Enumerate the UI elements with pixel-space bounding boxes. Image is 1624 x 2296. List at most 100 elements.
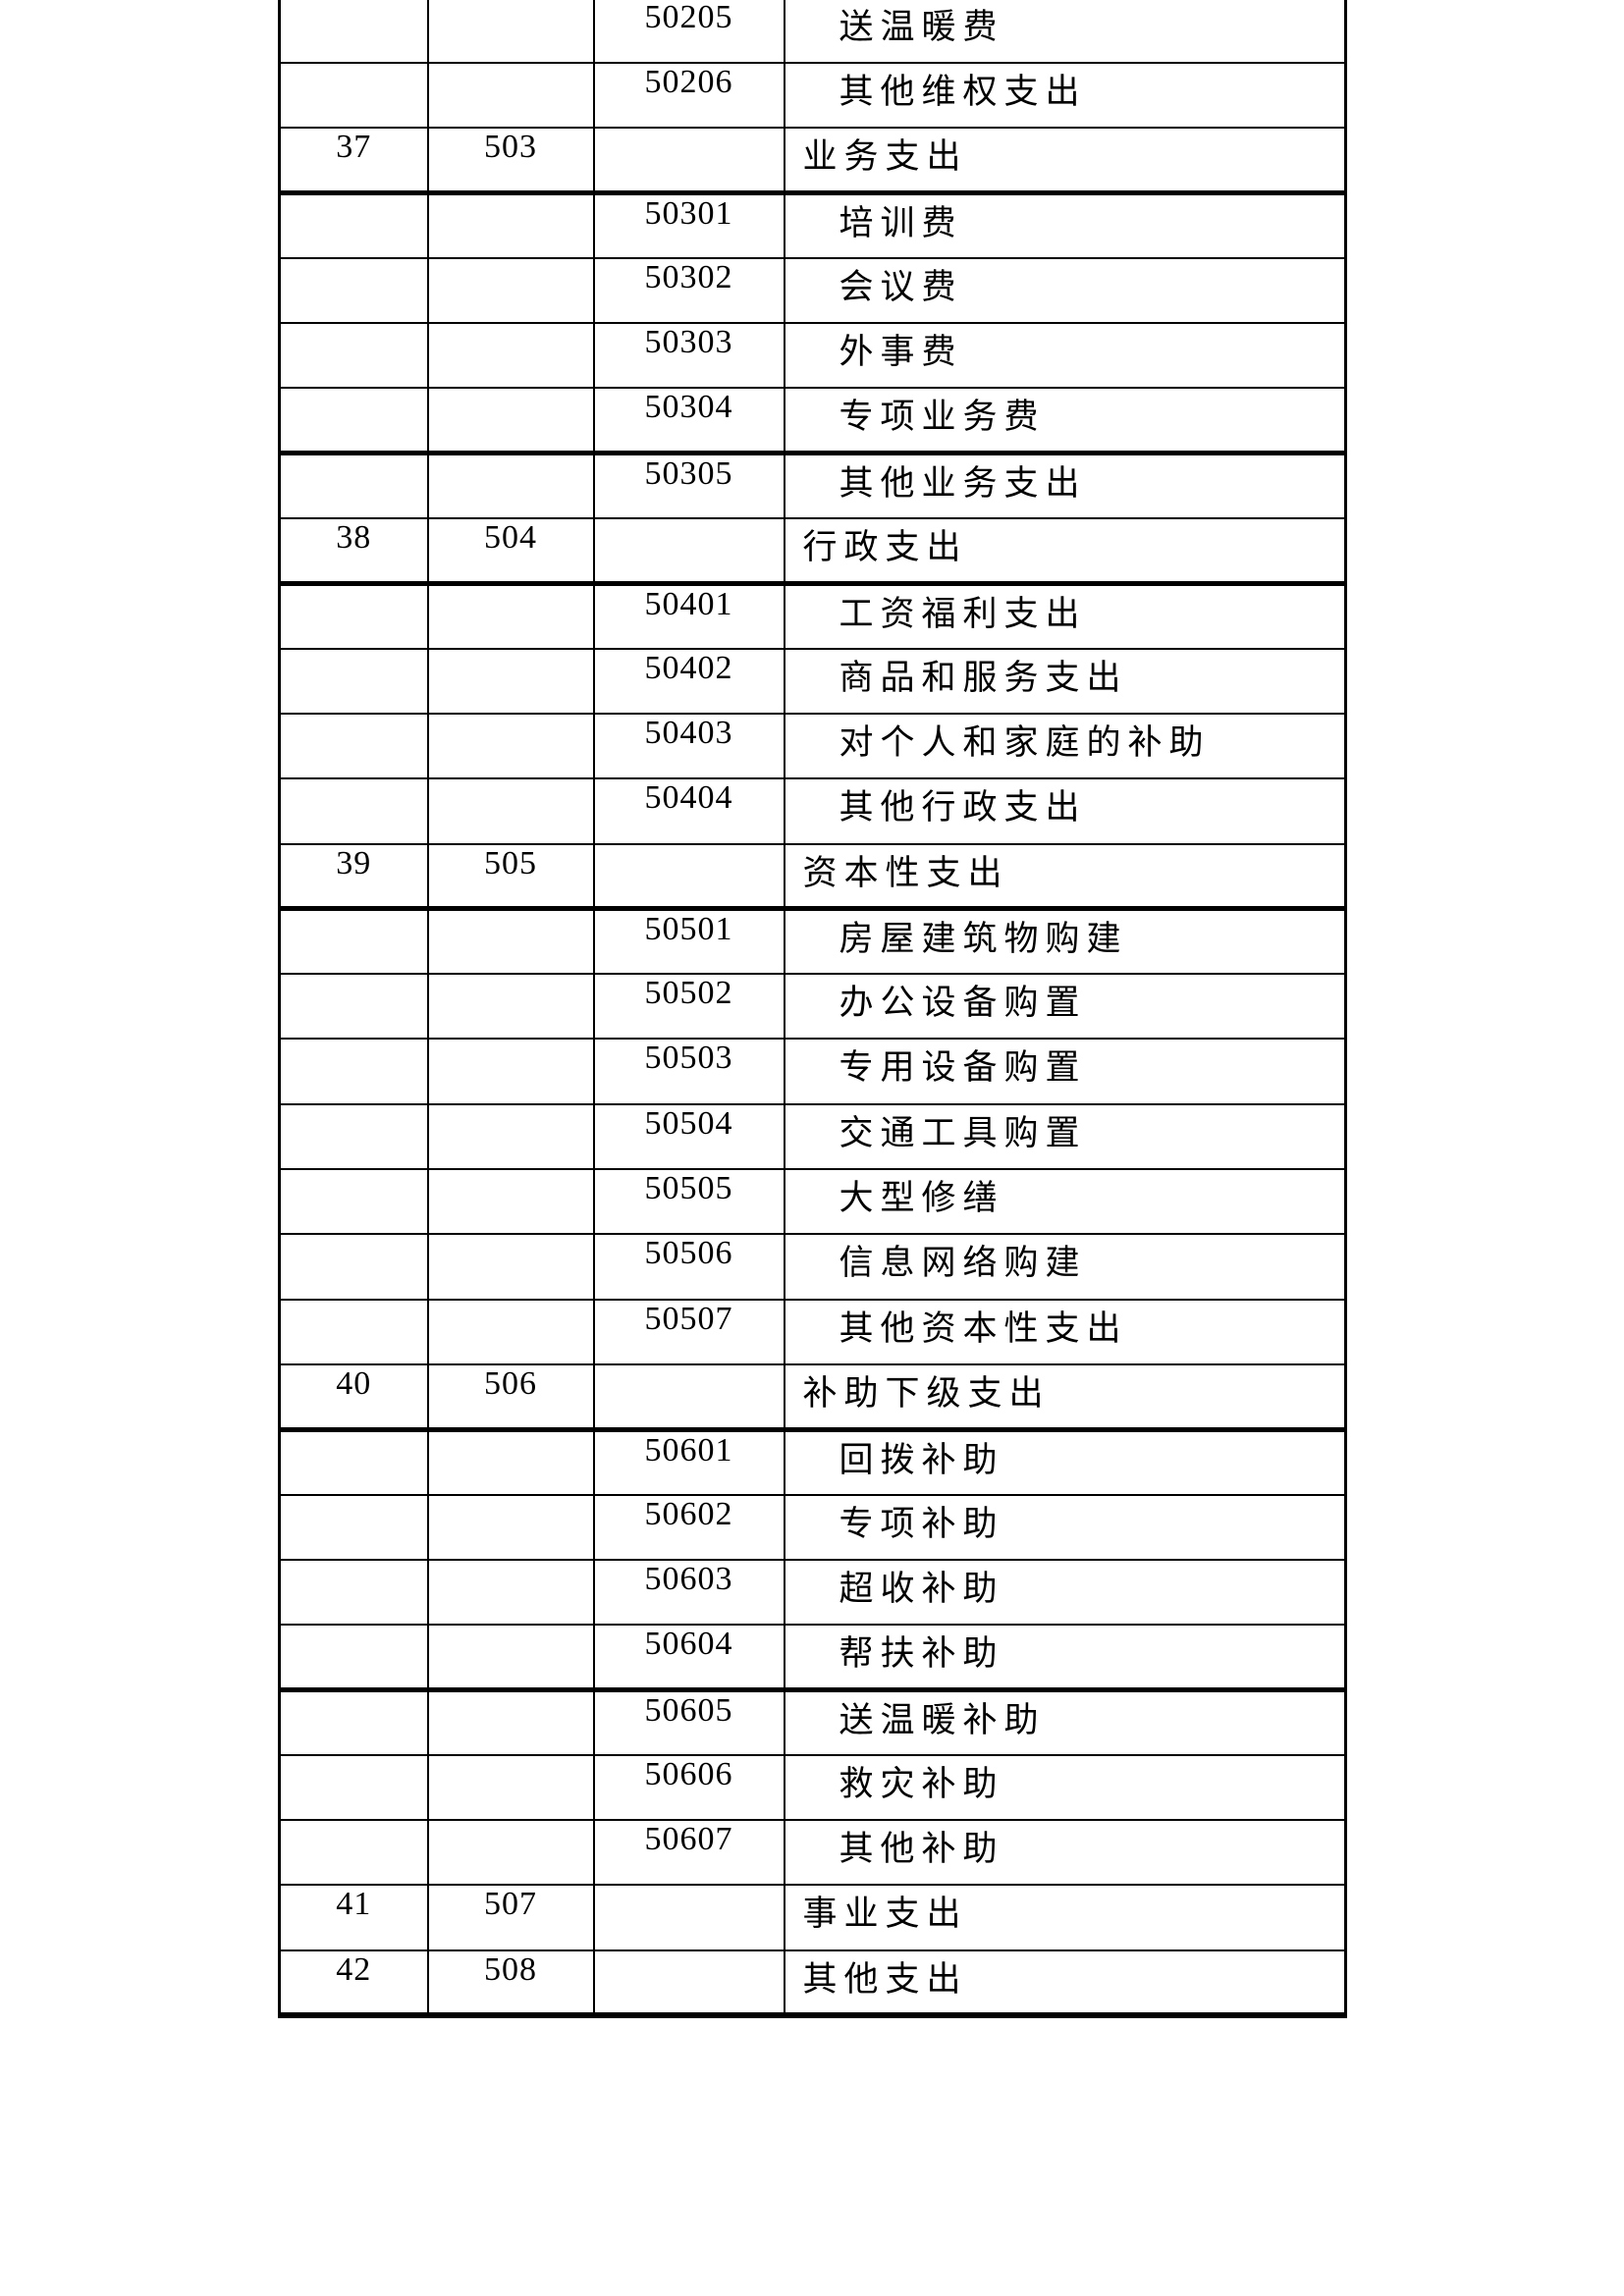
name-cell: 其他补助 (783, 1819, 1347, 1887)
account-name: 房屋建筑物购建 (839, 920, 1128, 959)
code-cell: 508 (426, 1949, 595, 2016)
code-cell (426, 0, 595, 64)
account-name: 其他补助 (839, 1830, 1004, 1869)
subcode-cell: 50605 (592, 1688, 785, 1756)
account-name: 专项补助 (839, 1504, 1004, 1543)
table-row: 50601 回拨补助 (278, 1428, 1347, 1496)
seq-cell (278, 777, 429, 845)
code-cell (426, 1558, 595, 1627)
subcode-cell: 50302 (592, 256, 785, 325)
subcode-cell: 50401 (592, 582, 785, 650)
code-cell (426, 647, 595, 715)
name-cell: 行政支出 (783, 517, 1347, 586)
seq-cell: 42 (278, 1949, 429, 2016)
seq-cell (278, 712, 429, 780)
account-name: 事业支出 (802, 1895, 968, 1934)
account-name: 专用设备购置 (839, 1048, 1087, 1088)
table-row: 50304 专项业务费 (278, 387, 1347, 456)
table-row: 50302 会议费 (278, 256, 1347, 325)
name-cell: 专项业务费 (783, 387, 1347, 456)
name-cell: 其他业务支出 (783, 452, 1347, 520)
name-cell: 对个人和家庭的补助 (783, 712, 1347, 780)
name-cell: 办公设备购置 (783, 973, 1347, 1041)
table-row: 38 504 行政支出 (278, 517, 1347, 586)
code-cell (426, 1819, 595, 1887)
code-cell: 506 (426, 1362, 595, 1432)
code-cell (426, 191, 595, 259)
name-cell: 资本性支出 (783, 842, 1347, 912)
seq-cell (278, 973, 429, 1041)
code-cell (426, 387, 595, 456)
subcode-cell: 50603 (592, 1558, 785, 1627)
code-cell: 504 (426, 517, 595, 586)
name-cell: 帮扶补助 (783, 1624, 1347, 1692)
seq-cell (278, 191, 429, 259)
table-row: 50303 外事费 (278, 322, 1347, 390)
account-name: 商品和服务支出 (839, 658, 1128, 697)
subcode-cell: 50404 (592, 777, 785, 845)
seq-cell (278, 1753, 429, 1822)
account-name: 交通工具购置 (839, 1113, 1087, 1152)
subcode-cell (592, 127, 785, 196)
seq-cell (278, 387, 429, 456)
subcode-cell: 50607 (592, 1819, 785, 1887)
account-name: 办公设备购置 (839, 984, 1087, 1023)
code-cell: 507 (426, 1884, 595, 1951)
table-row: 50505 大型修缮 (278, 1168, 1347, 1236)
name-cell: 会议费 (783, 256, 1347, 325)
code-cell (426, 1168, 595, 1236)
seq-cell (278, 1624, 429, 1692)
code-cell (426, 907, 595, 976)
name-cell: 补助下级支出 (783, 1362, 1347, 1432)
table-row: 50206 其他维权支出 (278, 61, 1347, 130)
seq-cell (278, 1168, 429, 1236)
code-cell: 503 (426, 127, 595, 196)
code-cell (426, 1428, 595, 1496)
name-cell: 业务支出 (783, 127, 1347, 196)
name-cell: 回拨补助 (783, 1428, 1347, 1496)
subcode-cell: 50507 (592, 1298, 785, 1365)
seq-cell (278, 1819, 429, 1887)
table-row: 50305 其他业务支出 (278, 452, 1347, 520)
table-row: 39 505 资本性支出 (278, 842, 1347, 912)
account-name: 资本性支出 (802, 853, 1009, 892)
table-row: 50507 其他资本性支出 (278, 1298, 1347, 1365)
name-cell: 其他资本性支出 (783, 1298, 1347, 1365)
name-cell: 培训费 (783, 191, 1347, 259)
seq-cell (278, 1038, 429, 1105)
table-row: 50602 专项补助 (278, 1493, 1347, 1561)
name-cell: 救灾补助 (783, 1753, 1347, 1822)
account-name: 补助下级支出 (802, 1373, 1051, 1413)
account-name: 对个人和家庭的补助 (839, 722, 1211, 762)
name-cell: 超收补助 (783, 1558, 1347, 1627)
subcode-cell (592, 842, 785, 912)
subcode-cell: 50402 (592, 647, 785, 715)
table-row: 42 508 其他支出 (278, 1949, 1347, 2016)
table-row: 50503 专用设备购置 (278, 1038, 1347, 1105)
table-row: 50205 送温暖费 (278, 0, 1347, 64)
name-cell: 专项补助 (783, 1493, 1347, 1561)
code-cell (426, 1688, 595, 1756)
seq-cell (278, 1102, 429, 1171)
seq-cell (278, 1233, 429, 1301)
table-row: 50402 商品和服务支出 (278, 647, 1347, 715)
code-cell (426, 1102, 595, 1171)
seq-cell (278, 907, 429, 976)
subcode-cell: 50604 (592, 1624, 785, 1692)
code-cell (426, 1233, 595, 1301)
subcode-cell (592, 1949, 785, 2016)
account-name: 其他支出 (802, 1959, 968, 1999)
accounts-table-body: 50205 送温暖费 50206 其他维权支出 37 503 业务支出 50301 培训费 503… (278, 0, 1347, 2016)
code-cell (426, 1298, 595, 1365)
code-cell: 505 (426, 842, 595, 912)
subcode-cell: 50501 (592, 907, 785, 976)
seq-cell (278, 322, 429, 390)
name-cell: 送温暖补助 (783, 1688, 1347, 1756)
name-cell: 大型修缮 (783, 1168, 1347, 1236)
account-name: 救灾补助 (839, 1764, 1004, 1803)
account-name: 行政支出 (802, 528, 968, 567)
seq-cell (278, 647, 429, 715)
code-cell (426, 1624, 595, 1692)
table-row: 50504 交通工具购置 (278, 1102, 1347, 1171)
account-name: 送温暖费 (839, 8, 1004, 46)
